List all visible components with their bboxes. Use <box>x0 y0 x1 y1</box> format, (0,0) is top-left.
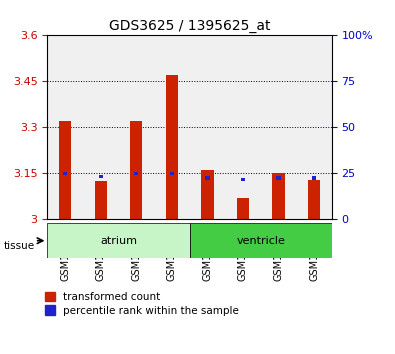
Bar <box>99 175 103 178</box>
Bar <box>261 35 296 219</box>
Bar <box>170 172 174 175</box>
FancyBboxPatch shape <box>190 223 332 258</box>
Bar <box>63 172 67 175</box>
Title: GDS3625 / 1395625_at: GDS3625 / 1395625_at <box>109 19 270 33</box>
Bar <box>225 35 261 219</box>
Legend: transformed count, percentile rank within the sample: transformed count, percentile rank withi… <box>45 292 239 315</box>
Text: ventricle: ventricle <box>236 236 285 246</box>
Bar <box>83 35 118 219</box>
Bar <box>154 35 190 219</box>
Bar <box>166 75 178 219</box>
Bar <box>205 176 209 180</box>
Bar <box>241 178 245 182</box>
Bar <box>118 35 154 219</box>
Bar <box>190 35 225 219</box>
FancyBboxPatch shape <box>47 223 190 258</box>
Bar <box>47 35 83 219</box>
Bar <box>59 121 71 219</box>
Bar <box>308 179 320 219</box>
Bar <box>296 35 332 219</box>
Bar <box>272 173 285 219</box>
Text: tissue: tissue <box>4 241 35 251</box>
Bar <box>276 176 280 180</box>
Bar <box>134 172 138 175</box>
Bar <box>130 121 143 219</box>
Bar <box>312 176 316 180</box>
Bar <box>237 198 249 219</box>
Bar <box>94 181 107 219</box>
Text: atrium: atrium <box>100 236 137 246</box>
Bar <box>201 170 214 219</box>
